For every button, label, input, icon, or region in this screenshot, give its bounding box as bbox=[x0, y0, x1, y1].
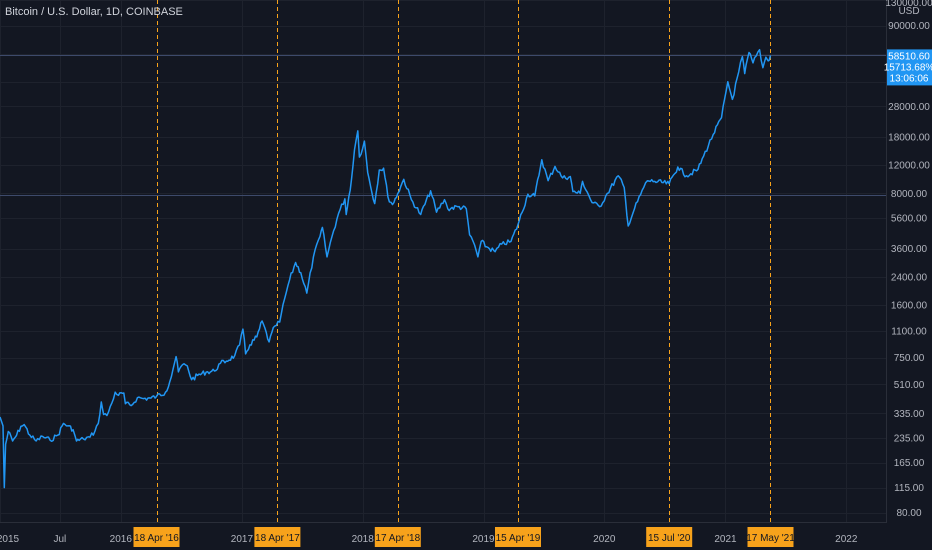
price-axis-unit: USD bbox=[898, 6, 919, 17]
time-axis[interactable]: 2015 Jul 2016 2017 2018 2019 2020 2021 2022 18 Ap… bbox=[0, 527, 858, 547]
price-tick-label: 335.00 bbox=[894, 409, 925, 420]
grid-layer bbox=[0, 0, 886, 522]
time-tick-label: Jul bbox=[54, 534, 67, 545]
marker-date-label: 18 Apr '17 bbox=[255, 533, 300, 544]
price-tick-label: 750.00 bbox=[894, 353, 925, 364]
marker-date-label: 17 Apr '18 bbox=[375, 533, 420, 544]
price-tick-label: 130000.00 bbox=[885, 0, 932, 9]
last-price-badge bbox=[887, 49, 932, 86]
price-tick-label: 510.00 bbox=[894, 380, 925, 391]
marker-date-label: 18 Apr '16 bbox=[134, 533, 179, 544]
marker-date-badge bbox=[254, 527, 301, 547]
marker-date-label: 15 Apr '19 bbox=[496, 533, 541, 544]
time-tick-label: 2021 bbox=[714, 534, 737, 545]
chart-title: Bitcoin / U.S. Dollar, 1D, COINBASE bbox=[5, 6, 183, 18]
price-tick-label: 3600.00 bbox=[891, 244, 928, 255]
time-tick-label: 2015 bbox=[0, 534, 20, 545]
time-tick-label: 2017 bbox=[231, 534, 254, 545]
price-tick-label: 80.00 bbox=[896, 508, 921, 519]
price-tick-label: 18000.00 bbox=[888, 133, 930, 144]
price-tick-label: 28000.00 bbox=[888, 102, 930, 113]
price-tick-label: 165.00 bbox=[894, 458, 925, 469]
price-tick-label: 2400.00 bbox=[891, 272, 928, 283]
time-tick-label: 2016 bbox=[110, 534, 133, 545]
price-tick-label: 90000.00 bbox=[888, 21, 930, 32]
vertical-markers bbox=[157, 0, 771, 522]
horizontal-lines bbox=[0, 55, 886, 196]
marker-date-badge bbox=[495, 527, 541, 547]
last-price-change: 15713.68% bbox=[884, 62, 932, 73]
price-axis[interactable]: 130000.0090000.0060000.0040000.0028000.0… bbox=[885, 0, 932, 519]
last-price-countdown: 13:06:06 bbox=[890, 73, 929, 84]
price-tick-label: 235.00 bbox=[894, 434, 925, 445]
marker-date-badge bbox=[646, 527, 693, 547]
time-tick-label: 2020 bbox=[593, 534, 616, 545]
marker-date-badge bbox=[133, 527, 180, 547]
price-tick-label: 8000.00 bbox=[891, 189, 928, 200]
time-tick-label: 2022 bbox=[835, 534, 858, 545]
last-price-value: 58510.60 bbox=[888, 51, 930, 62]
price-tick-label: 5600.00 bbox=[891, 214, 928, 225]
marker-date-badge bbox=[374, 527, 421, 547]
series-layer bbox=[0, 48, 772, 489]
series-line bbox=[0, 48, 772, 489]
price-tick-label: 1600.00 bbox=[891, 301, 928, 312]
marker-date-badge bbox=[747, 527, 794, 547]
price-tick-label: 1100.00 bbox=[891, 327, 927, 338]
price-tick-label: 115.00 bbox=[894, 483, 924, 494]
price-tick-label: 12000.00 bbox=[888, 161, 930, 172]
time-tick-label: 2018 bbox=[352, 534, 375, 545]
time-tick-label: 2019 bbox=[472, 534, 495, 545]
marker-date-label: 17 May '21 bbox=[746, 533, 795, 544]
marker-date-label: 15 Jul '20 bbox=[648, 533, 691, 544]
